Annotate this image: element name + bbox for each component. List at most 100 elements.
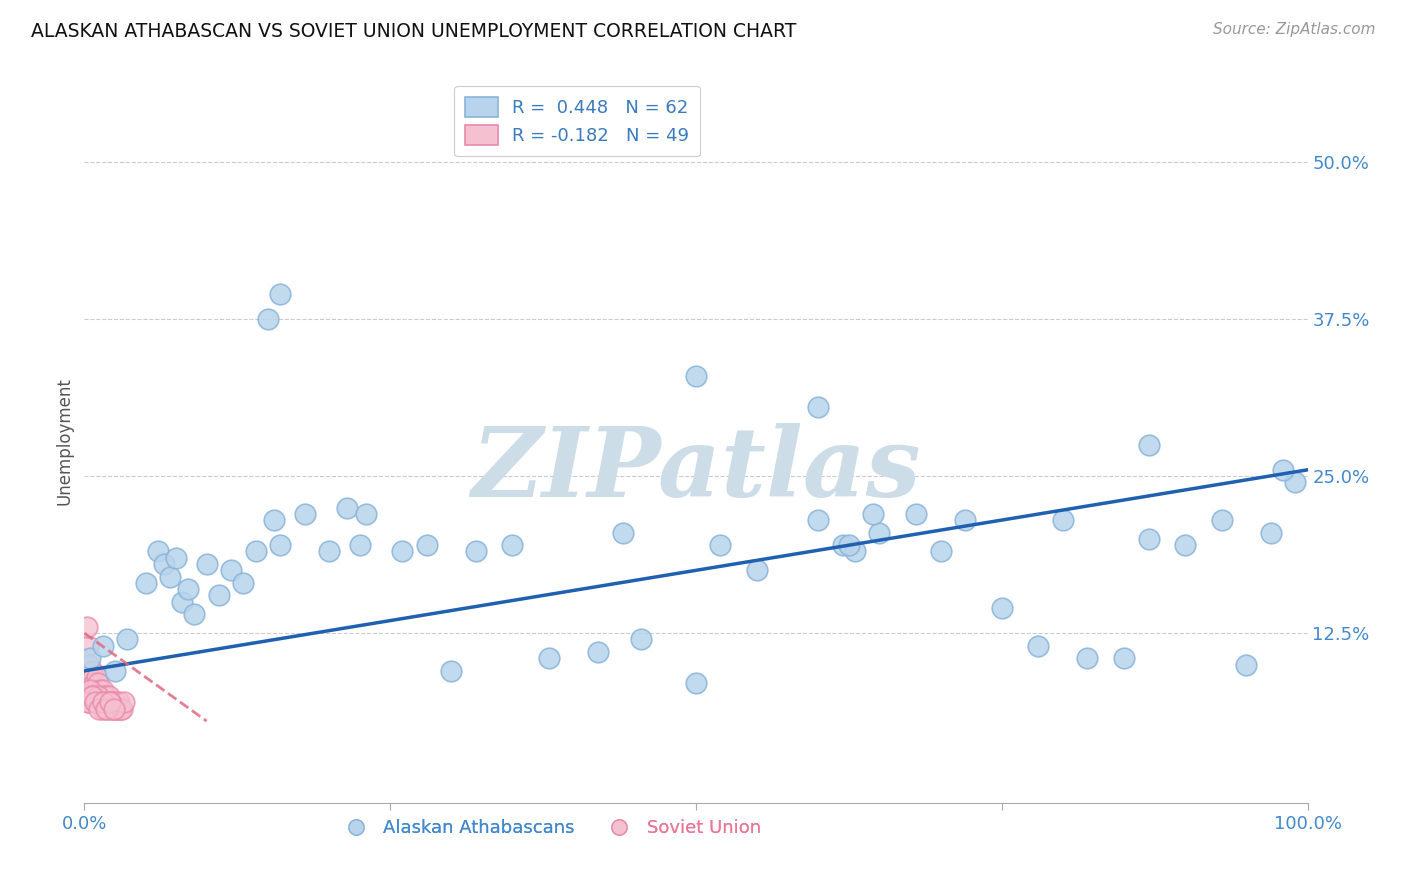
Point xyxy=(269,286,291,301)
Point xyxy=(747,563,769,577)
Point xyxy=(336,500,359,515)
Point xyxy=(294,507,316,521)
Point xyxy=(89,695,111,709)
Point xyxy=(103,701,125,715)
Point xyxy=(90,689,112,703)
Point xyxy=(91,701,114,715)
Point xyxy=(630,632,652,647)
Point xyxy=(1284,475,1306,490)
Point xyxy=(538,651,561,665)
Point xyxy=(107,695,129,709)
Point xyxy=(232,575,254,590)
Point xyxy=(87,689,110,703)
Point xyxy=(869,525,891,540)
Point xyxy=(1174,538,1197,552)
Point xyxy=(76,620,98,634)
Point xyxy=(685,676,707,690)
Point xyxy=(1028,639,1050,653)
Point xyxy=(685,368,707,383)
Point xyxy=(464,544,486,558)
Point xyxy=(354,507,377,521)
Point xyxy=(108,701,131,715)
Point xyxy=(94,695,117,709)
Point xyxy=(79,676,101,690)
Point xyxy=(98,695,121,709)
Point xyxy=(96,689,118,703)
Point xyxy=(1137,438,1160,452)
Point xyxy=(77,657,100,672)
Point xyxy=(77,695,100,709)
Point xyxy=(94,695,117,709)
Point xyxy=(84,695,107,709)
Point xyxy=(1114,651,1136,665)
Point xyxy=(153,557,176,571)
Point xyxy=(97,689,120,703)
Point xyxy=(257,312,280,326)
Point xyxy=(844,544,866,558)
Point xyxy=(831,538,853,552)
Point xyxy=(101,695,124,709)
Point xyxy=(103,701,125,715)
Point xyxy=(135,575,157,590)
Point xyxy=(79,651,101,665)
Point xyxy=(98,695,121,709)
Point xyxy=(86,670,108,684)
Point xyxy=(502,538,524,552)
Point xyxy=(183,607,205,622)
Point xyxy=(105,701,128,715)
Point xyxy=(838,538,860,552)
Point xyxy=(83,676,105,690)
Point xyxy=(1076,651,1098,665)
Point xyxy=(440,664,463,678)
Point xyxy=(1260,525,1282,540)
Point xyxy=(84,682,107,697)
Point xyxy=(105,701,128,715)
Point xyxy=(905,507,928,521)
Point xyxy=(104,695,127,709)
Point xyxy=(93,689,115,703)
Text: ZIPatlas: ZIPatlas xyxy=(471,424,921,517)
Point xyxy=(991,601,1014,615)
Point xyxy=(110,701,132,715)
Point xyxy=(91,682,114,697)
Point xyxy=(84,695,107,709)
Point xyxy=(98,695,121,709)
Point xyxy=(82,689,104,703)
Point xyxy=(612,525,634,540)
Point xyxy=(77,695,100,709)
Point xyxy=(165,550,187,565)
Point xyxy=(263,513,285,527)
Point xyxy=(245,544,267,558)
Point xyxy=(416,538,439,552)
Point xyxy=(172,595,194,609)
Point xyxy=(77,639,100,653)
Point xyxy=(1052,513,1074,527)
Point xyxy=(80,689,103,703)
Y-axis label: Unemployment: Unemployment xyxy=(55,377,73,506)
Point xyxy=(1272,463,1295,477)
Point xyxy=(79,682,101,697)
Point xyxy=(159,569,181,583)
Point xyxy=(929,544,952,558)
Point xyxy=(111,701,134,715)
Point xyxy=(87,701,110,715)
Point xyxy=(177,582,200,597)
Point xyxy=(1236,657,1258,672)
Point xyxy=(112,695,135,709)
Point xyxy=(862,507,884,521)
Point xyxy=(1137,532,1160,546)
Point xyxy=(807,400,830,414)
Point xyxy=(104,664,127,678)
Point xyxy=(269,538,291,552)
Point xyxy=(91,639,114,653)
Point xyxy=(96,701,118,715)
Point xyxy=(100,701,122,715)
Point xyxy=(349,538,371,552)
Point xyxy=(97,701,120,715)
Point xyxy=(80,664,103,678)
Point xyxy=(807,513,830,527)
Text: ALASKAN ATHABASCAN VS SOVIET UNION UNEMPLOYMENT CORRELATION CHART: ALASKAN ATHABASCAN VS SOVIET UNION UNEMP… xyxy=(31,22,796,41)
Point xyxy=(1211,513,1233,527)
Point xyxy=(97,695,120,709)
Point xyxy=(146,544,169,558)
